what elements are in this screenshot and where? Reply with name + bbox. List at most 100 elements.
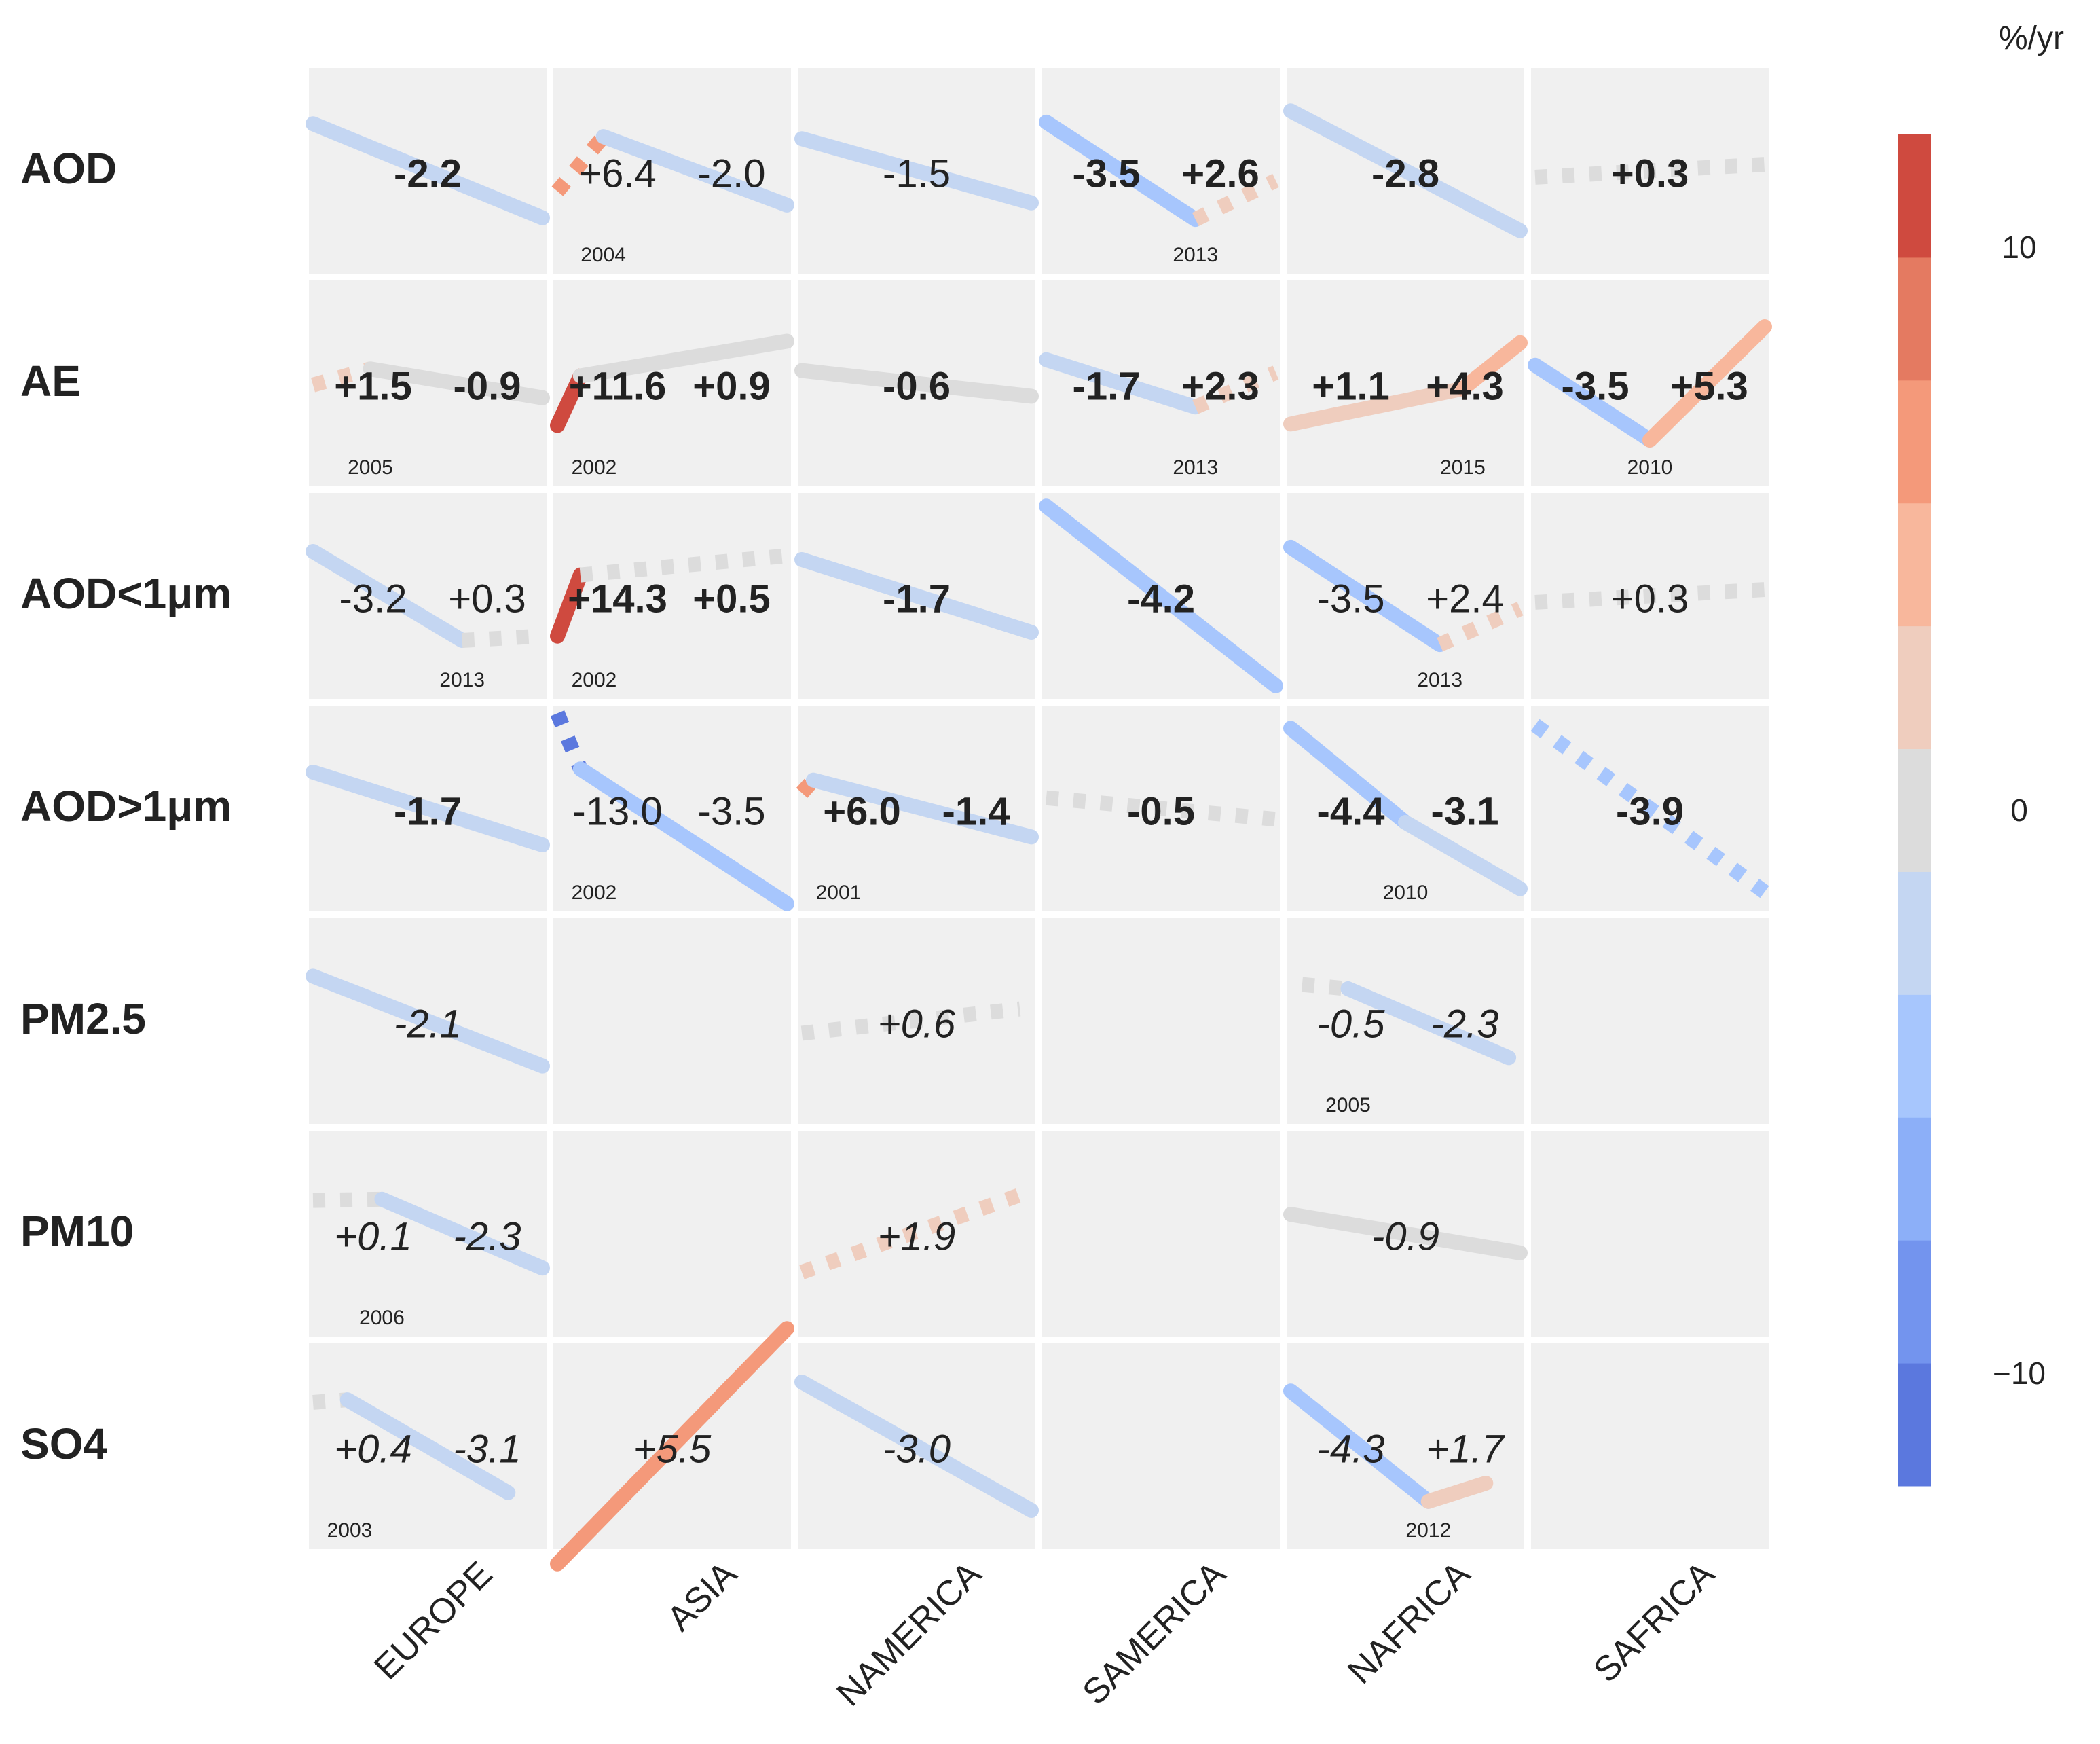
- breakpoint-year: 2005: [1325, 1094, 1371, 1116]
- trend-segment: [550, 368, 588, 433]
- cell-1-0: +1.5 -0.9 2005: [311, 361, 550, 479]
- trend-label: -3.0: [883, 1428, 951, 1472]
- cell-3-5: -3.9: [1530, 719, 1769, 898]
- trend-label: -4.3: [1317, 1428, 1385, 1472]
- colorbar-bin: [1898, 625, 1931, 750]
- trend-segment: [796, 775, 819, 798]
- cell-0-4: -2.8: [1283, 103, 1528, 238]
- cell-1-1: +11.6 +0.9 2002: [550, 333, 794, 479]
- cell-3-0: -1.7: [306, 764, 550, 853]
- trend-segment: [794, 363, 1039, 404]
- trend-label: -2.0: [698, 152, 766, 196]
- column-label: EUROPE: [367, 1554, 500, 1687]
- cell-background: [553, 493, 791, 699]
- trend-segment: [1398, 814, 1528, 896]
- trend-label: +1.7: [1426, 1428, 1505, 1472]
- trend-segment: [1420, 1475, 1494, 1509]
- colorbar: 10 0 −10 %/yr: [1898, 20, 2064, 1487]
- breakpoint-year: 2003: [327, 1519, 373, 1542]
- cell-3-2: +6.0 -1.4 2001: [796, 772, 1039, 904]
- cell-background: [1042, 1343, 1280, 1549]
- row-label: SO4: [20, 1419, 107, 1468]
- trend-label: +0.4: [334, 1428, 412, 1472]
- trend-label: -3.1: [1431, 790, 1499, 834]
- colorbar-bin: [1898, 1240, 1931, 1364]
- breakpoint-year: 2002: [572, 669, 617, 691]
- cell-background: [1287, 280, 1524, 486]
- trend-segment: [551, 132, 610, 196]
- trend-label: +1.9: [878, 1215, 956, 1259]
- trend-segment: [572, 333, 794, 384]
- cell-background: [1287, 706, 1524, 911]
- trend-label: +2.6: [1181, 152, 1259, 196]
- cell-1-2: -0.6: [794, 363, 1039, 409]
- cell-background: [1531, 1131, 1769, 1337]
- colorbar-bin: [1898, 748, 1931, 872]
- cell-0-1: +6.4 -2.0 2004: [551, 129, 794, 266]
- trend-segment: [1528, 357, 1657, 448]
- trend-label: -2.1: [394, 1002, 462, 1047]
- cell-1-4: +1.1 +4.3 2015: [1283, 335, 1528, 479]
- trend-label: -2.2: [394, 152, 462, 196]
- row-label: AOD>1μm: [20, 782, 232, 831]
- trend-segment: [306, 543, 470, 649]
- trend-segment: [374, 1191, 550, 1276]
- breakpoint-year: 2002: [572, 882, 617, 904]
- trend-segment: [595, 129, 794, 213]
- trend-label: +4.3: [1426, 365, 1504, 409]
- trend-label: -0.6: [883, 365, 951, 409]
- cell-5-0: +0.1 -2.3 2006: [312, 1191, 550, 1329]
- trend-segment: [306, 116, 550, 225]
- trend-label: -13.0: [572, 790, 662, 834]
- trend-segment: [794, 131, 1039, 211]
- cell-6-1: +5.5: [550, 1321, 794, 1572]
- cell-background: [1531, 918, 1769, 1124]
- cell-background: [1042, 1131, 1280, 1337]
- colorbar-bin: [1898, 257, 1931, 381]
- trend-segment: [1530, 719, 1769, 898]
- cell-background: [1042, 68, 1280, 274]
- cell-background: [553, 68, 791, 274]
- trend-segment: [1283, 1383, 1436, 1509]
- row-label: AOD<1μm: [20, 569, 232, 618]
- trend-label: -1.7: [394, 790, 462, 834]
- trend-segment: [1283, 1207, 1528, 1260]
- trend-segment: [800, 1001, 1021, 1041]
- trend-label: +6.4: [578, 152, 657, 196]
- row-label: PM2.5: [20, 994, 146, 1043]
- trend-label: -3.5: [1562, 365, 1629, 409]
- cell-0-2: -1.5: [794, 131, 1039, 211]
- trend-label: -0.9: [454, 365, 521, 409]
- cell-2-3: -4.2: [1039, 498, 1283, 693]
- cell-background: [1287, 493, 1524, 699]
- cell-4-4: -0.5 -2.3 2005: [1301, 977, 1517, 1116]
- trend-label: -2.3: [1431, 1002, 1499, 1047]
- colorbar-bin: [1898, 1117, 1931, 1241]
- cell-0-5: +0.3: [1534, 152, 1765, 196]
- trend-segment: [363, 361, 550, 405]
- cell-2-0: -3.2 +0.3 2013: [306, 543, 543, 691]
- trend-segment: [1283, 721, 1413, 830]
- trend-segment: [550, 1321, 794, 1572]
- colorbar-bin: [1898, 871, 1931, 995]
- cell-3-4: -4.4 -3.1 2010: [1283, 721, 1528, 904]
- cell-background: [553, 280, 791, 486]
- cell-6-2: -3.0: [794, 1375, 1039, 1518]
- trend-label: -0.9: [1371, 1215, 1439, 1259]
- trend-label: +0.3: [1611, 577, 1689, 621]
- colorbar-tick-label: −10: [1993, 1356, 2046, 1391]
- trend-label: -4.2: [1127, 577, 1195, 621]
- trend-label: +0.1: [334, 1215, 412, 1259]
- cell-2-4: -3.5 +2.4 2013: [1283, 539, 1524, 691]
- trend-label: -0.5: [1317, 1002, 1386, 1047]
- colorbar-bin: [1898, 503, 1931, 627]
- trend-segment: [794, 1375, 1039, 1518]
- cell-2-5: +0.3: [1534, 577, 1765, 621]
- trend-label: -3.1: [454, 1428, 521, 1472]
- trend-segment: [312, 1191, 382, 1208]
- cell-6-4: -4.3 +1.7 2012: [1283, 1383, 1505, 1542]
- cell-3-1: -13.0 -3.5 2002: [550, 710, 794, 911]
- column-label: ASIA: [660, 1554, 745, 1639]
- trend-segment: [1340, 981, 1517, 1066]
- breakpoint-year: 2002: [572, 456, 617, 479]
